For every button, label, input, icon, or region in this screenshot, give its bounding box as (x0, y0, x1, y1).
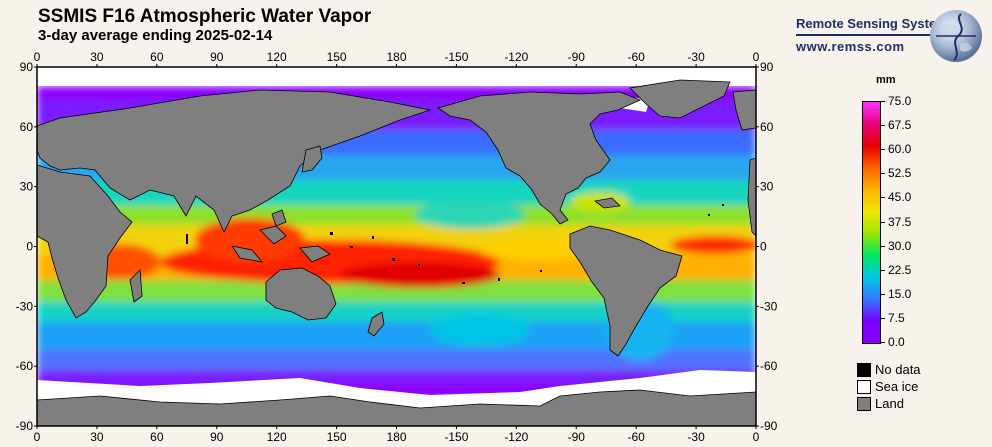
lon-tick-label-bottom: 0 (34, 430, 41, 444)
lat-tick-label-right: 60 (760, 120, 774, 134)
lon-tick-label-bottom: 90 (210, 430, 224, 444)
lon-tick-label-bottom: 120 (267, 430, 287, 444)
colorbar-tick-mark (880, 197, 885, 199)
colorbar-tick-label: 37.5 (888, 214, 912, 229)
lon-tick-label-bottom: 180 (386, 430, 406, 444)
lon-tick-label-top: -150 (444, 50, 468, 64)
colorbar-tick-label: 52.5 (888, 166, 912, 181)
page-title: SSMIS F16 Atmospheric Water Vapor (38, 6, 372, 27)
lon-tick-label-top: 120 (267, 50, 287, 64)
colorbar-tick-label: 45.0 (888, 190, 912, 205)
colorbar-tick-label: 75.0 (888, 94, 912, 108)
lat-tick-label-right: -90 (760, 419, 778, 433)
lat-tick-label-right: -30 (760, 299, 778, 313)
colorbar-tick-mark (880, 125, 885, 127)
colorbar-tick-mark (880, 317, 885, 319)
lon-tick-label-top: -120 (504, 50, 528, 64)
lon-tick-label-top: 150 (327, 50, 347, 64)
lon-tick-label-bottom: -150 (444, 430, 468, 444)
lat-tick-label-right: -60 (760, 359, 778, 373)
lon-tick-label-bottom: -120 (504, 430, 528, 444)
lon-tick-label-top: -30 (687, 50, 705, 64)
lon-tick-label-bottom: 30 (90, 430, 104, 444)
lat-tick-label-left: -90 (16, 419, 34, 433)
lat-tick-label-left: -60 (16, 359, 34, 373)
legend-label-sea-ice: Sea ice (875, 379, 919, 394)
lon-tick-label-top: -60 (627, 50, 645, 64)
lon-tick-label-top: -90 (568, 50, 586, 64)
legend-label-land: Land (875, 396, 904, 411)
colorbar-tick-mark (880, 101, 885, 102)
lon-tick-label-bottom: -90 (568, 430, 586, 444)
lon-tick-label-bottom: 0 (753, 430, 760, 444)
colorbar-tick-label: 7.5 (888, 310, 905, 325)
brand-divider (796, 34, 948, 36)
lat-tick-label-right: 90 (760, 60, 774, 74)
lon-tick-label-top: 60 (150, 50, 164, 64)
colorbar-tick-label: 15.0 (888, 286, 912, 301)
legend-swatch-land (857, 397, 871, 411)
lon-tick-label-bottom: 150 (327, 430, 347, 444)
colorbar-tick-label: 0.0 (888, 335, 905, 349)
colorbar-tick-mark (880, 149, 885, 151)
no-data-specks (186, 204, 724, 284)
lat-tick-label-left: 60 (20, 120, 34, 134)
lon-tick-label-top: 30 (90, 50, 104, 64)
page-subtitle: 3-day average ending 2025-02-14 (38, 27, 273, 44)
colorbar-tick-label: 60.0 (888, 142, 912, 157)
brand-url: www.remss.com (796, 39, 905, 54)
lat-tick-label-right: 30 (760, 180, 774, 194)
colorbar-tick-mark (880, 221, 885, 223)
lon-tick-label-bottom: 60 (150, 430, 164, 444)
lon-tick-label-top: 90 (210, 50, 224, 64)
lon-tick-label-bottom: -30 (687, 430, 705, 444)
legend-label-no-data: No data (875, 362, 921, 377)
colorbar-tick-label: 30.0 (888, 238, 912, 253)
colorbar-tick-label: 22.5 (888, 262, 912, 277)
colorbar-tick-mark (880, 342, 885, 343)
lat-tick-label-left: 30 (20, 180, 34, 194)
lat-tick-label-left: 90 (20, 60, 34, 74)
colorbar-tick-label: 67.5 (888, 118, 912, 133)
lon-tick-label-top: 0 (753, 50, 760, 64)
colorbar-tick-mark (880, 173, 885, 175)
brand-name: Remote Sensing Systems (796, 16, 955, 31)
legend-swatch-no-data (857, 363, 871, 377)
lat-tick-label-left: 0 (26, 240, 33, 254)
globe-logo-icon (930, 10, 982, 62)
colorbar-tick-mark (880, 293, 885, 295)
colorbar-tick-mark (880, 269, 885, 271)
colorbar-tick-mark (880, 245, 885, 247)
lon-tick-label-top: 180 (386, 50, 406, 64)
colorbar-units: mm (876, 74, 896, 86)
lon-tick-label-bottom: -60 (627, 430, 645, 444)
legend-swatch-sea-ice (857, 380, 871, 394)
lat-tick-label-right: 0 (760, 240, 767, 254)
lat-tick-label-left: -30 (16, 299, 34, 313)
land-layer (37, 79, 756, 426)
colorbar (862, 101, 881, 344)
lon-tick-label-top: 0 (34, 50, 41, 64)
